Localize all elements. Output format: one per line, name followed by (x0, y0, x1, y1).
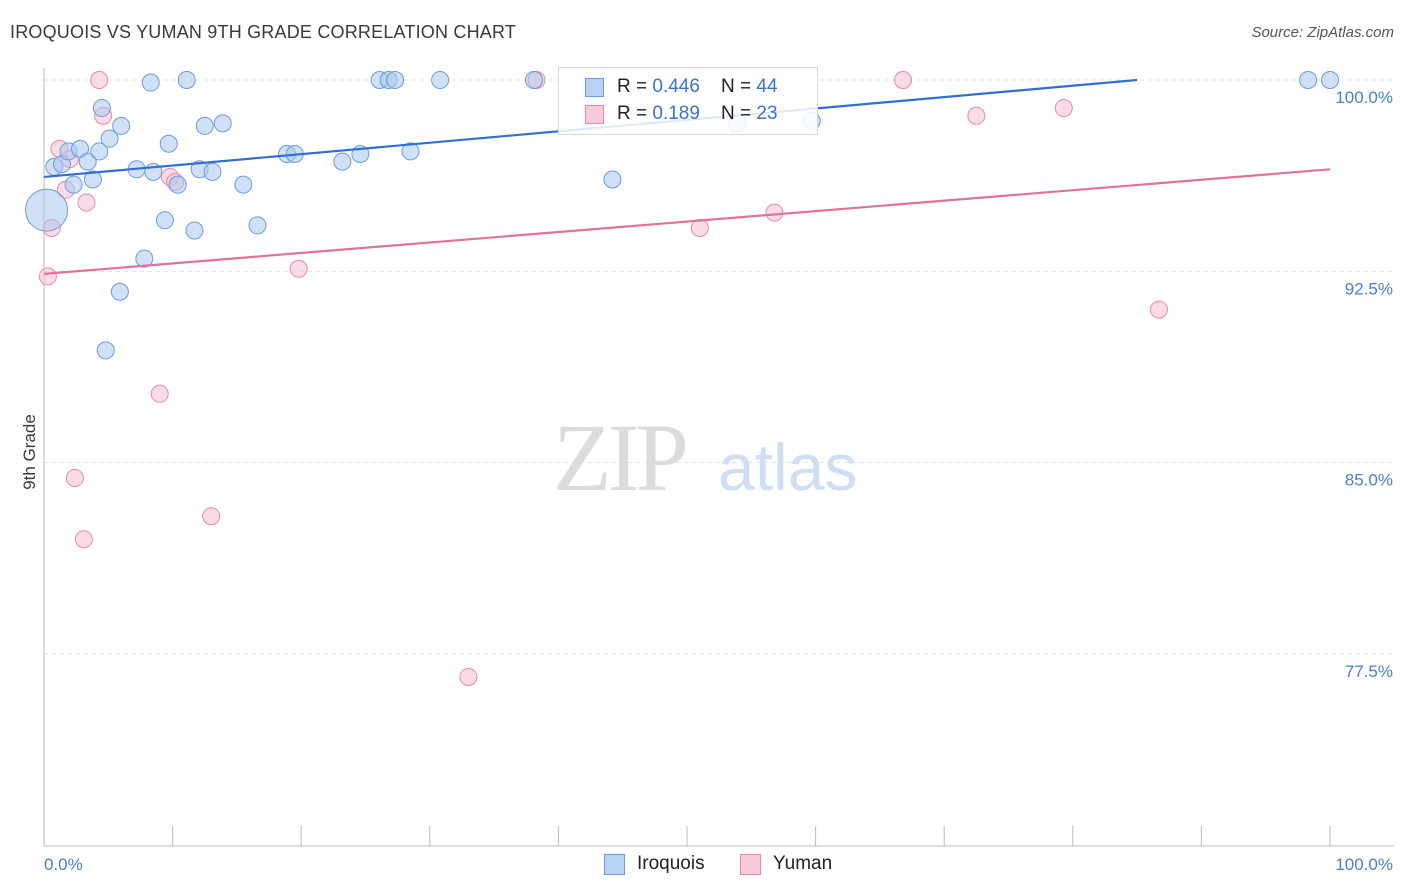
data-point-iroquois (203, 162, 222, 181)
y-tick-label: 92.5% (1345, 279, 1393, 298)
data-point-iroquois (401, 142, 420, 161)
legend-row-iroquois: R = 0.446 N = 44 (585, 76, 778, 100)
data-point-iroquois (431, 71, 450, 89)
y-tick-label: 85.0% (1345, 471, 1393, 490)
legend-n-value-iroquois: 44 (756, 76, 778, 97)
data-point-iroquois (213, 114, 232, 133)
bottom-legend-label-yuman: Yuman (773, 853, 833, 874)
data-point-iroquois (333, 152, 352, 171)
y-tick-labels: 100.0% 92.5% 85.0% 77.5% (1335, 88, 1393, 681)
legend-n-label: N = (721, 76, 757, 97)
legend-r-value-iroquois: 0.446 (652, 76, 700, 97)
series-yuman-points (38, 71, 1168, 686)
data-point-yuman (65, 468, 84, 487)
data-point-iroquois (92, 99, 111, 118)
data-point-iroquois (141, 73, 160, 92)
x-tick-marks (43, 826, 1331, 846)
data-point-iroquois (90, 142, 109, 161)
data-point-iroquois (159, 134, 178, 153)
data-point-iroquois (234, 175, 253, 194)
x-tick-labels: 0.0% 100.0% (44, 855, 1393, 874)
legend-n-label: N = (721, 103, 757, 124)
data-point-yuman (894, 71, 913, 89)
bottom-legend-swatch-iroquois (604, 854, 625, 875)
x-tick-label: 100.0% (1335, 855, 1393, 874)
chart-title: IROQUOIS VS YUMAN 9TH GRADE CORRELATION … (10, 22, 517, 42)
legend-r-value-yuman: 0.189 (652, 103, 700, 124)
data-point-yuman (967, 106, 986, 125)
y-tick-label: 77.5% (1345, 662, 1393, 681)
bottom-legend-swatch-yuman (740, 854, 761, 875)
source-label: Source: ZipAtlas.com (1251, 24, 1394, 41)
y-axis-title: 9th Grade (20, 414, 39, 490)
data-point-yuman (74, 530, 93, 549)
data-point-iroquois (386, 71, 405, 89)
data-point-iroquois (83, 170, 102, 189)
data-point-yuman (90, 71, 109, 89)
correlation-legend: R = 0.446 N = 44 R = 0.189 N = 23 (558, 67, 818, 135)
data-point-iroquois (1321, 71, 1339, 89)
legend-r-label: R = (617, 103, 653, 124)
legend-r-label: R = (617, 76, 653, 97)
data-point-yuman (77, 193, 96, 212)
data-point-yuman (1054, 99, 1073, 118)
data-point-iroquois (25, 188, 69, 232)
data-point-yuman (202, 507, 221, 526)
x-tick-label: 0.0% (44, 855, 83, 874)
bottom-legend-label-iroquois: Iroquois (637, 853, 705, 874)
legend-swatch-iroquois (585, 78, 604, 97)
data-point-iroquois (96, 341, 115, 360)
data-point-yuman (459, 667, 478, 686)
data-point-iroquois (603, 170, 622, 189)
legend-row-yuman: R = 0.189 N = 23 (585, 103, 778, 127)
data-point-iroquois (185, 221, 204, 240)
data-point-iroquois (112, 116, 131, 135)
data-point-iroquois (177, 71, 196, 89)
grid-lines (44, 79, 1394, 655)
data-point-iroquois (135, 249, 154, 268)
watermark-zip: ZIP (553, 404, 686, 511)
data-point-iroquois (168, 175, 187, 194)
watermark: ZIP atlas (553, 404, 857, 511)
legend-n-value-yuman: 23 (756, 103, 778, 124)
data-point-yuman (38, 267, 57, 286)
data-point-yuman (289, 259, 308, 278)
data-point-iroquois (155, 211, 174, 230)
data-point-iroquois (524, 71, 543, 89)
trend-line-yuman (43, 168, 1331, 275)
data-point-iroquois (78, 152, 97, 171)
data-point-iroquois (1299, 71, 1318, 89)
watermark-atlas: atlas (718, 430, 857, 504)
data-point-yuman (1149, 300, 1168, 319)
data-point-iroquois (64, 175, 83, 194)
data-point-iroquois (248, 216, 267, 235)
data-point-yuman (150, 384, 169, 403)
data-point-iroquois (110, 282, 129, 301)
legend-swatch-yuman (585, 105, 604, 124)
data-point-iroquois (195, 116, 214, 135)
y-tick-label: 100.0% (1335, 88, 1393, 107)
data-point-iroquois (100, 129, 119, 148)
data-point-yuman (765, 203, 784, 222)
